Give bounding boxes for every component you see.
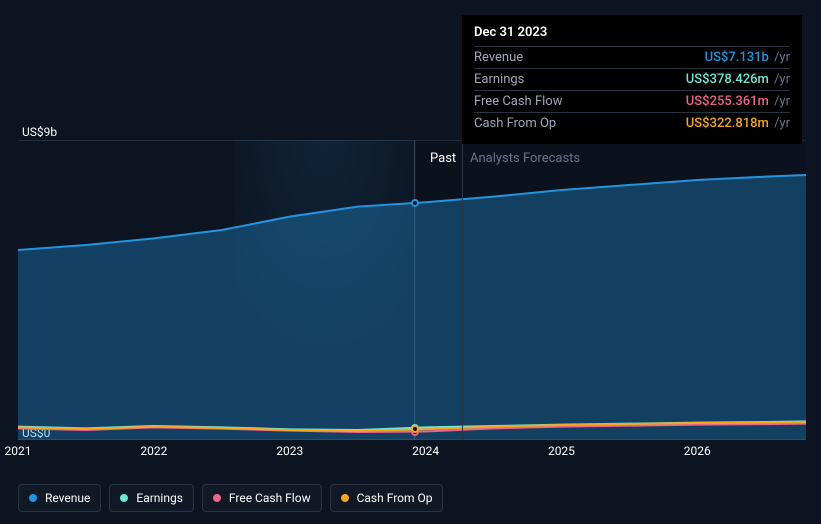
legend-label: Earnings	[136, 491, 183, 505]
legend-dot-icon	[120, 494, 128, 502]
legend-item-cfo[interactable]: Cash From Op	[330, 484, 444, 512]
xaxis-tick: 2025	[548, 444, 575, 458]
legend-dot-icon	[29, 494, 37, 502]
legend-dot-icon	[341, 494, 349, 502]
hover-guideline	[462, 140, 463, 440]
tooltip-metric-label: Earnings	[474, 72, 524, 87]
xaxis: 202120222023202420252026	[18, 444, 806, 464]
xaxis-tick: 2022	[140, 444, 167, 458]
tooltip-row: Earnings US$378.426m /yr	[474, 68, 790, 90]
tooltip-metric-label: Revenue	[474, 50, 523, 65]
tooltip-date: Dec 31 2023	[474, 25, 790, 40]
marker-cfo	[411, 425, 419, 433]
xaxis-tick: 2024	[412, 444, 439, 458]
tooltip-metric-value: US$378.426m /yr	[686, 72, 790, 87]
legend-item-fcf[interactable]: Free Cash Flow	[202, 484, 322, 512]
tooltip-metric-value: US$7.131b /yr	[705, 50, 790, 65]
legend-dot-icon	[213, 494, 221, 502]
section-forecast-label: Analysts Forecasts	[470, 151, 580, 166]
xaxis-tick: 2026	[684, 444, 711, 458]
financial-chart: US$9b US$0 Past Analysts Forecasts Dec 3…	[0, 0, 821, 524]
tooltip-row: Free Cash Flow US$255.361m /yr	[474, 90, 790, 112]
tooltip-row: Revenue US$7.131b /yr	[474, 46, 790, 68]
legend-item-earnings[interactable]: Earnings	[109, 484, 194, 512]
xaxis-tick: 2021	[5, 444, 32, 458]
section-past-label: Past	[430, 151, 456, 166]
xaxis-tick: 2023	[276, 444, 303, 458]
yaxis-tick-top: US$9b	[22, 125, 57, 139]
tooltip-row: Cash From Op US$322.818m /yr	[474, 112, 790, 134]
legend-label: Cash From Op	[357, 491, 433, 505]
legend-item-revenue[interactable]: Revenue	[18, 484, 101, 512]
tooltip-metric-label: Free Cash Flow	[474, 94, 562, 109]
tooltip-metric-value: US$255.361m /yr	[686, 94, 790, 109]
chart-tooltip: Dec 31 2023 Revenue US$7.131b /yr Earnings…	[462, 15, 802, 144]
legend-label: Revenue	[45, 491, 90, 505]
tooltip-metric-value: US$322.818m /yr	[686, 116, 790, 131]
marker-revenue	[411, 199, 419, 207]
chart-legend: Revenue Earnings Free Cash Flow Cash From O…	[18, 484, 443, 512]
legend-label: Free Cash Flow	[229, 491, 311, 505]
tooltip-metric-label: Cash From Op	[474, 116, 556, 131]
chart-plot[interactable]	[18, 140, 806, 440]
